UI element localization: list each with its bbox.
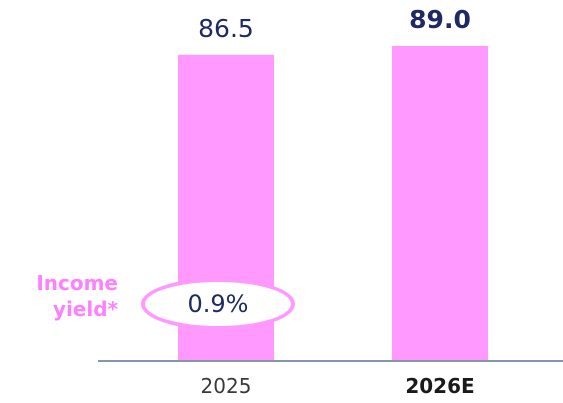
value-label-2026E: 89.0 bbox=[409, 5, 471, 34]
value-label-2025: 86.5 bbox=[198, 14, 254, 43]
income-yield-oval: 0.9% bbox=[141, 278, 295, 330]
x-tick-label-2025: 2025 bbox=[201, 374, 252, 398]
bar-2026E bbox=[392, 46, 488, 361]
income-yield-label: Income yield* bbox=[10, 270, 118, 322]
x-tick-label-2026E: 2026E bbox=[405, 374, 474, 398]
income-yield-label-text: Income yield* bbox=[36, 271, 118, 321]
income-yield-value: 0.9% bbox=[187, 290, 249, 318]
